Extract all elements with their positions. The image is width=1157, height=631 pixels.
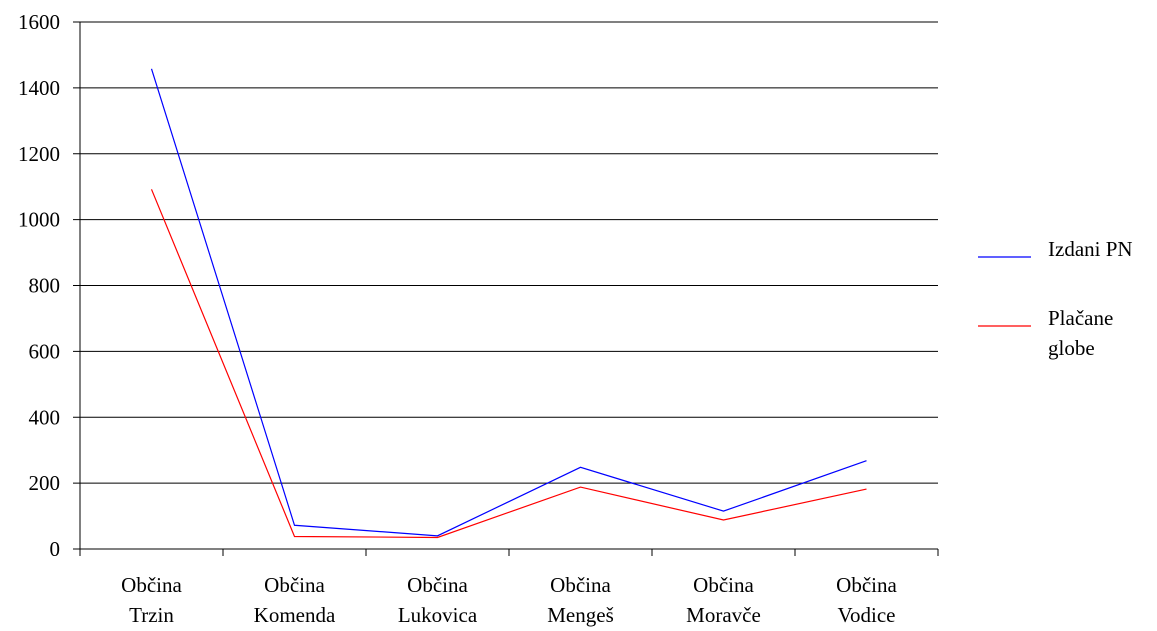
y-tick-label: 200 xyxy=(29,471,61,495)
y-tick-label: 1200 xyxy=(18,142,60,166)
y-tick-label: 1600 xyxy=(18,10,60,34)
series-line xyxy=(150,189,867,539)
x-tick-label-line: Vodice xyxy=(838,603,896,627)
x-tick-label-line: Lukovica xyxy=(398,603,478,627)
x-tick-label: Občina Moravče xyxy=(686,573,761,627)
legend: Izdani PN Plačane globe xyxy=(978,237,1133,360)
series-line xyxy=(150,68,867,537)
legend-label-line: Izdani PN xyxy=(1048,237,1133,261)
x-tick-label-line: Občina xyxy=(407,573,468,597)
x-tick-label-line: Mengeš xyxy=(547,603,614,627)
y-tick-label: 1000 xyxy=(18,208,60,232)
x-tick-label: Občina Vodice xyxy=(836,573,897,627)
x-tick-label-line: Komenda xyxy=(254,603,336,627)
x-tick-label-line: Moravče xyxy=(686,603,761,627)
series-lines xyxy=(150,68,867,539)
legend-label-line: globe xyxy=(1048,336,1095,360)
x-tick-label-line: Trzin xyxy=(129,603,174,627)
x-tick-label: Občina Trzin xyxy=(121,573,182,627)
legend-label: Plačane globe xyxy=(1048,306,1113,360)
x-tick-label-line: Občina xyxy=(550,573,611,597)
x-tick-label-line: Občina xyxy=(121,573,182,597)
y-tick-label: 1400 xyxy=(18,76,60,100)
x-tick-label-line: Občina xyxy=(264,573,325,597)
x-tick-label: Občina Lukovica xyxy=(398,573,478,627)
x-tick-label: Občina Mengeš xyxy=(547,573,614,627)
legend-label: Izdani PN xyxy=(1048,237,1133,261)
x-tick-label-line: Občina xyxy=(836,573,897,597)
y-tick-label: 0 xyxy=(50,537,61,561)
y-tick-label: 400 xyxy=(29,405,61,429)
x-tick-label-line: Občina xyxy=(693,573,754,597)
legend-label-line: Plačane xyxy=(1048,306,1113,330)
y-axis-tick-labels: 0 200 400 600 800 1000 1200 1400 1600 xyxy=(18,10,60,561)
x-tick-label: Občina Komenda xyxy=(254,573,336,627)
y-tick-label: 600 xyxy=(29,339,61,363)
axes xyxy=(73,21,939,556)
gridlines xyxy=(80,21,938,484)
y-tick-label: 800 xyxy=(29,274,61,298)
